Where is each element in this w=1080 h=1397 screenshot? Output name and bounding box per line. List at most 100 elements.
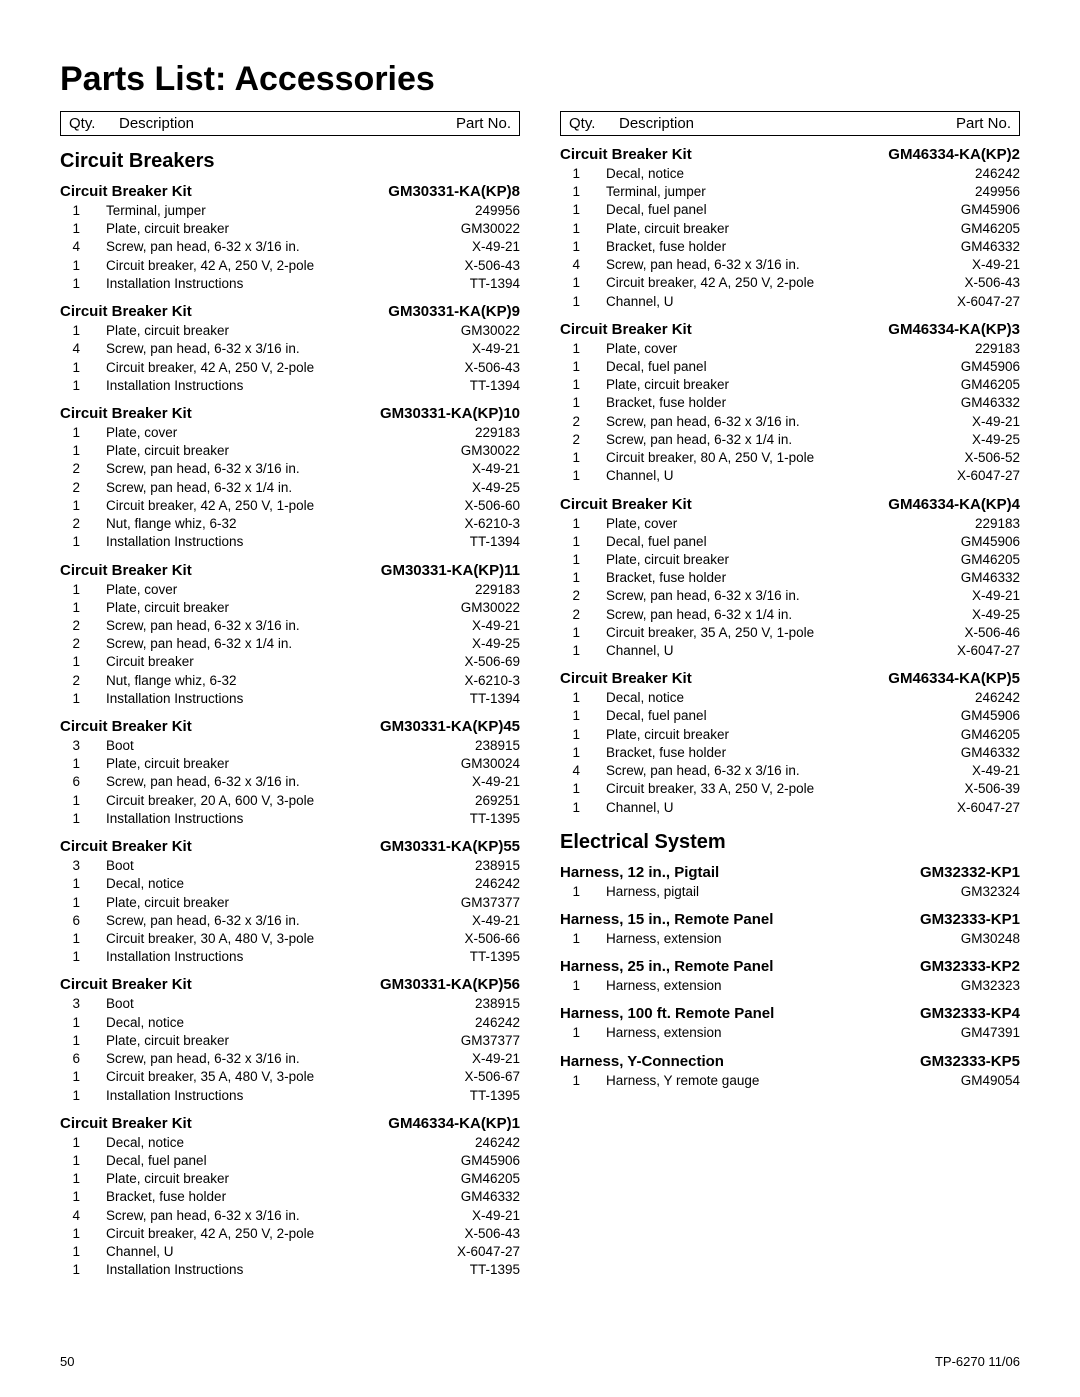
item-row: 1Decal, notice246242 [60,875,520,893]
item-row: 1Installation InstructionsTT-1395 [60,1087,520,1105]
item-part: X-49-25 [920,606,1020,624]
item-row: 1Decal, fuel panelGM45906 [560,201,1020,219]
column-header-right: Qty. Description Part No. [560,111,1020,136]
item-qty: 1 [60,1014,90,1032]
item-qty: 1 [560,165,590,183]
item-part: TT-1394 [420,533,520,551]
item-desc: Screw, pan head, 6-32 x 1/4 in. [90,479,420,497]
header-part: Part No. [421,115,511,132]
item-qty: 1 [60,1087,90,1105]
kit-name: Harness, Y-Connection [560,1053,724,1070]
item-desc: Screw, pan head, 6-32 x 3/16 in. [90,340,420,358]
kit-part: GM46334-KA(KP)1 [388,1115,520,1132]
item-desc: Decal, fuel panel [590,533,920,551]
item-part: 229183 [420,581,520,599]
item-row: 1Plate, circuit breakerGM46205 [560,726,1020,744]
kit-name: Harness, 100 ft. Remote Panel [560,1005,774,1022]
item-part: X-49-21 [920,762,1020,780]
item-qty: 1 [60,442,90,460]
item-part: X-49-25 [420,635,520,653]
item-part: X-6047-27 [920,467,1020,485]
item-part: GM46205 [920,726,1020,744]
item-desc: Bracket, fuse holder [590,238,920,256]
item-row: 1Plate, cover229183 [60,581,520,599]
kit-part: GM32333-KP1 [920,911,1020,928]
item-part: X-6047-27 [920,799,1020,817]
item-row: 1Circuit breaker, 35 A, 480 V, 3-poleX-5… [60,1068,520,1086]
item-row: 1Installation InstructionsTT-1395 [60,948,520,966]
item-qty: 1 [60,1032,90,1050]
item-part: X-506-43 [420,359,520,377]
item-desc: Circuit breaker, 80 A, 250 V, 1-pole [590,449,920,467]
item-desc: Terminal, jumper [590,183,920,201]
item-part: X-49-21 [420,617,520,635]
item-row: 1Bracket, fuse holderGM46332 [60,1188,520,1206]
item-row: 1Decal, notice246242 [560,689,1020,707]
item-desc: Harness, extension [590,977,920,995]
page-footer: 50 TP-6270 11/06 [60,1354,1020,1369]
item-qty: 1 [60,581,90,599]
header-qty: Qty. [569,115,619,132]
item-row: 1Bracket, fuse holderGM46332 [560,744,1020,762]
item-desc: Circuit breaker, 35 A, 250 V, 1-pole [590,624,920,642]
item-part: 246242 [420,1014,520,1032]
item-row: 1Circuit breaker, 42 A, 250 V, 2-poleX-5… [60,359,520,377]
item-desc: Screw, pan head, 6-32 x 1/4 in. [590,606,920,624]
item-part: X-506-43 [920,274,1020,292]
kit-part: GM32333-KP4 [920,1005,1020,1022]
item-qty: 1 [60,1170,90,1188]
item-row: 1Decal, notice246242 [60,1014,520,1032]
item-desc: Screw, pan head, 6-32 x 3/16 in. [590,762,920,780]
item-desc: Plate, circuit breaker [590,726,920,744]
item-row: 3Boot238915 [60,995,520,1013]
item-qty: 1 [560,624,590,642]
item-row: 1Channel, UX-6047-27 [560,642,1020,660]
item-qty: 1 [60,755,90,773]
item-desc: Plate, cover [90,581,420,599]
item-row: 1Circuit breaker, 80 A, 250 V, 1-poleX-5… [560,449,1020,467]
item-part: GM32324 [920,883,1020,901]
item-part: X-506-67 [420,1068,520,1086]
kit-header: Circuit Breaker KitGM46334-KA(KP)3 [560,321,1020,338]
kit-part: GM30331-KA(KP)8 [388,183,520,200]
item-row: 1Plate, circuit breakerGM46205 [60,1170,520,1188]
item-qty: 1 [560,274,590,292]
item-part: GM30022 [420,322,520,340]
item-part: X-49-21 [420,912,520,930]
item-part: X-506-43 [420,257,520,275]
item-row: 2Screw, pan head, 6-32 x 3/16 in.X-49-21 [560,587,1020,605]
item-row: 2Screw, pan head, 6-32 x 1/4 in.X-49-25 [60,479,520,497]
item-qty: 1 [560,293,590,311]
item-desc: Bracket, fuse holder [590,569,920,587]
item-qty: 1 [60,1261,90,1279]
kit-part: GM30331-KA(KP)11 [381,562,520,579]
item-desc: Screw, pan head, 6-32 x 3/16 in. [90,617,420,635]
item-row: 1Installation InstructionsTT-1395 [60,810,520,828]
item-desc: Boot [90,995,420,1013]
item-qty: 1 [60,948,90,966]
item-desc: Circuit breaker, 30 A, 480 V, 3-pole [90,930,420,948]
left-column: Qty. Description Part No. Circuit Breake… [60,111,520,1280]
item-desc: Decal, notice [590,165,920,183]
kit-header: Circuit Breaker KitGM30331-KA(KP)55 [60,838,520,855]
item-row: 1Harness, extensionGM47391 [560,1024,1020,1042]
page-number: 50 [60,1354,74,1369]
kit-name: Circuit Breaker Kit [560,496,692,513]
item-row: 2Screw, pan head, 6-32 x 3/16 in.X-49-21 [60,617,520,635]
item-row: 1Plate, circuit breakerGM46205 [560,220,1020,238]
item-part: X-506-43 [420,1225,520,1243]
item-desc: Channel, U [590,293,920,311]
kit-name: Circuit Breaker Kit [60,303,192,320]
item-row: 1Installation InstructionsTT-1395 [60,1261,520,1279]
item-qty: 1 [560,569,590,587]
right-column: Qty. Description Part No. Circuit Breake… [560,111,1020,1280]
item-row: 2Screw, pan head, 6-32 x 1/4 in.X-49-25 [560,431,1020,449]
item-qty: 1 [60,275,90,293]
kit-name: Circuit Breaker Kit [60,976,192,993]
kit-name: Circuit Breaker Kit [560,321,692,338]
item-desc: Decal, notice [90,1134,420,1152]
item-part: X-49-21 [920,413,1020,431]
item-row: 6Screw, pan head, 6-32 x 3/16 in.X-49-21 [60,1050,520,1068]
item-part: 246242 [920,689,1020,707]
item-row: 4Screw, pan head, 6-32 x 3/16 in.X-49-21 [60,340,520,358]
